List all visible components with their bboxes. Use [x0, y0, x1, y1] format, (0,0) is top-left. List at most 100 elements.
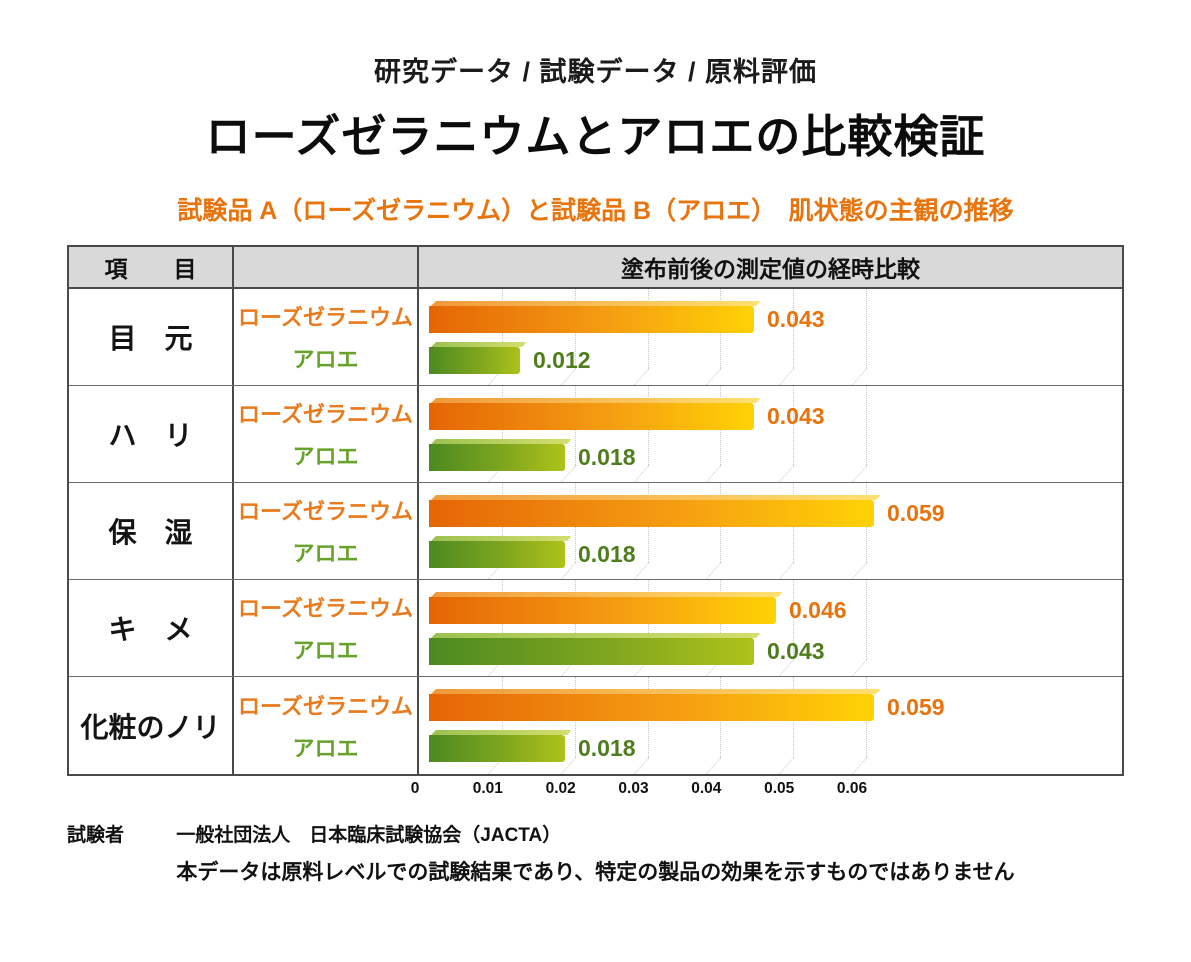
- item-label: 化粧のノリ: [69, 677, 234, 774]
- table-row: 保 湿ローズゼラニウム アロエ 0.059 0.018: [69, 483, 1122, 580]
- item-label: 保 湿: [69, 483, 234, 579]
- page-title: ローズゼラニウムとアロエの比較検証: [205, 111, 986, 162]
- x-axis-tick: 0.01: [472, 780, 503, 797]
- rose-geranium-bar: [429, 403, 754, 430]
- bar-value-label: 0.012: [533, 347, 591, 373]
- gridline: [866, 386, 867, 465]
- table-row: ハ リローズゼラニウム アロエ 0.043 0.018: [69, 386, 1122, 483]
- table-row: 目 元ローズゼラニウム アロエ 0.043 0.012: [69, 289, 1122, 386]
- x-axis: 0 0.01 0.02 0.03 0.04 0.05 0.06: [411, 780, 1126, 804]
- series-label: ローズゼラニウム: [238, 499, 413, 524]
- gridline-floor: [852, 659, 868, 676]
- gridline-floor: [852, 757, 868, 774]
- tester-label: 試験者: [67, 825, 125, 846]
- bar-row: 0.046: [429, 597, 847, 624]
- rose-geranium-bar: [429, 500, 874, 527]
- series-label: アロエ: [292, 541, 359, 566]
- chart-cell: 0.043 0.012: [419, 289, 1122, 385]
- gridline-floor: [706, 465, 722, 482]
- gridline-floor: [706, 368, 722, 385]
- series-label: ローズゼラニウム: [238, 596, 413, 621]
- table-row: キ メローズゼラニウム アロエ 0.046 0.043: [69, 580, 1122, 677]
- tester-row: 試験者 一般社団法人 日本臨床試験協会（JACTA）: [67, 820, 561, 847]
- legend-cell: ローズゼラニウム アロエ: [234, 677, 419, 774]
- legend-cell: ローズゼラニウム アロエ: [234, 289, 419, 385]
- aloe-bar: [429, 541, 565, 568]
- gridline-floor: [852, 465, 868, 482]
- x-axis-tick: 0: [410, 780, 420, 797]
- rose-geranium-bar: [429, 306, 754, 333]
- bar-row: 0.043: [429, 638, 825, 665]
- bar-row: 0.018: [429, 444, 636, 471]
- series-label: アロエ: [292, 347, 359, 372]
- series-label: ローズゼラニウム: [238, 402, 413, 427]
- bar-value-label: 0.059: [887, 694, 945, 720]
- bar-value-label: 0.018: [578, 735, 636, 761]
- bar-row: 0.059: [429, 694, 945, 721]
- series-label: アロエ: [292, 735, 359, 761]
- bar-value-label: 0.059: [887, 500, 945, 526]
- table-body: 目 元ローズゼラニウム アロエ 0.043 0.012 ハ リローズゼラニウム アロエ 0.…: [69, 289, 1122, 774]
- item-label: キ メ: [69, 580, 234, 676]
- aloe-bar: [429, 444, 565, 471]
- rose-geranium-bar: [429, 694, 874, 721]
- legend-cell: ローズゼラニウム アロエ: [234, 386, 419, 482]
- chart-cell: 0.046 0.043: [419, 580, 1122, 676]
- bar-value-label: 0.043: [767, 638, 825, 664]
- disclaimer-text: 本データは原料レベルでの試験結果であり、特定の製品の効果を示すものではありません: [176, 861, 1015, 884]
- series-label: ローズゼラニウム: [238, 693, 413, 719]
- table-row: 化粧のノリ ローズゼラニウム アロエ 0.059 0.018: [69, 677, 1122, 774]
- bar-row: 0.018: [429, 735, 636, 762]
- series-label: アロエ: [292, 444, 359, 469]
- x-axis-tick: 0.04: [691, 780, 722, 797]
- subtitle-text: 試験品 A（ローズゼラニウム）と試験品 B（アロエ） 肌状態の主観の推移: [177, 197, 1014, 225]
- bar-value-label: 0.018: [578, 541, 636, 567]
- bar-value-label: 0.018: [578, 444, 636, 470]
- x-axis-tick: 0.06: [836, 780, 868, 797]
- tester-value: 一般社団法人 日本臨床試験協会（JACTA）: [176, 825, 562, 846]
- chart-cell: 0.059 0.018: [419, 483, 1122, 579]
- gridline-floor: [779, 757, 795, 774]
- gridline-floor: [779, 562, 795, 579]
- gridline-floor: [706, 562, 722, 579]
- gridline: [793, 386, 795, 465]
- comparison-table: 項 目 塗布前後の測定値の経時比較 目 元ローズゼラニウム アロエ 0.043 0.0…: [67, 245, 1124, 776]
- chart-column-header: 塗布前後の測定値の経時比較: [621, 256, 920, 282]
- gridline-floor: [633, 368, 649, 385]
- aloe-bar: [429, 735, 565, 762]
- gridline-floor: [706, 757, 722, 774]
- rose-geranium-bar: [429, 597, 776, 624]
- aloe-bar: [429, 347, 520, 374]
- legend-cell: ローズゼラニウム アロエ: [234, 483, 419, 579]
- aloe-bar: [429, 638, 754, 665]
- x-axis-tick: 0.03: [618, 780, 649, 797]
- series-label: アロエ: [292, 638, 359, 663]
- bar-row: 0.018: [429, 541, 636, 568]
- bar-row: 0.012: [429, 347, 591, 374]
- chart-cell: 0.059 0.018: [419, 677, 1122, 774]
- gridline-floor: [852, 562, 868, 579]
- chart-cell: 0.043 0.018: [419, 386, 1122, 482]
- bar-row: 0.043: [429, 306, 825, 333]
- table-header-row: 項 目 塗布前後の測定値の経時比較: [69, 247, 1122, 289]
- legend-cell: ローズゼラニウム アロエ: [234, 580, 419, 676]
- legend-column-header: [234, 247, 419, 287]
- gridline: [866, 580, 867, 659]
- bar-value-label: 0.046: [789, 597, 847, 623]
- bar-row: 0.043: [429, 403, 825, 430]
- x-axis-tick: 0.05: [764, 780, 795, 797]
- bar-row: 0.059: [429, 500, 945, 527]
- gridline: [793, 289, 795, 368]
- gridline: [866, 289, 867, 368]
- bar-value-label: 0.043: [767, 403, 825, 429]
- gridline: [793, 580, 795, 659]
- gridline-floor: [779, 465, 795, 482]
- gridline-floor: [852, 368, 868, 385]
- series-label: ローズゼラニウム: [238, 305, 413, 330]
- item-label: 目 元: [69, 289, 234, 385]
- x-axis-tick: 0.02: [545, 780, 576, 797]
- bar-value-label: 0.043: [767, 306, 825, 332]
- item-column-header: 項 目: [69, 247, 234, 287]
- item-label: ハ リ: [69, 386, 234, 482]
- kicker-text: 研究データ / 試験データ / 原料評価: [373, 57, 817, 87]
